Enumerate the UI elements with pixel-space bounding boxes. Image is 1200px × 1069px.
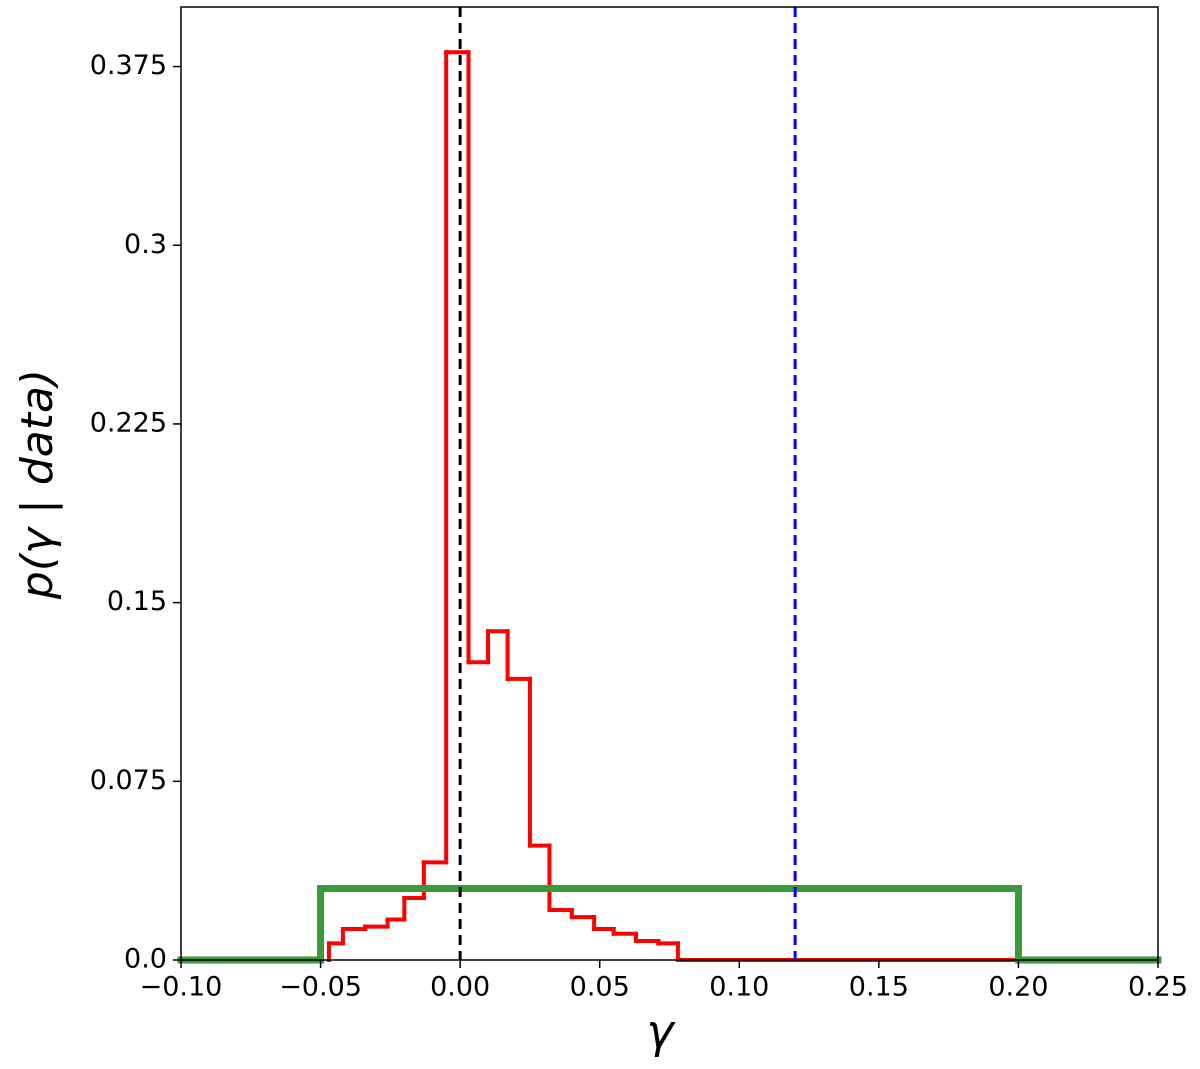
y-tick-label: 0.3 bbox=[124, 229, 167, 260]
y-axis-label: p(γ | data) bbox=[12, 369, 63, 600]
plot-frame bbox=[180, 6, 1159, 961]
x-tick-label: −0.05 bbox=[279, 972, 362, 1003]
x-tick-label: 0.15 bbox=[849, 972, 909, 1003]
y-tick-label: 0.075 bbox=[90, 765, 167, 796]
x-tick-label: 0.10 bbox=[709, 972, 769, 1003]
y-tick-label: 0.0 bbox=[124, 944, 167, 975]
y-tick-label: 0.15 bbox=[107, 586, 167, 617]
x-tick-label: 0.20 bbox=[988, 972, 1048, 1003]
y-tick-label: 0.375 bbox=[90, 50, 167, 81]
x-axis-label: γ bbox=[646, 1005, 676, 1059]
x-tick-label: 0.05 bbox=[570, 972, 630, 1003]
x-tick-label: −0.10 bbox=[140, 972, 223, 1003]
y-tick-label: 0.225 bbox=[90, 407, 167, 438]
x-tick-label: 0.25 bbox=[1128, 972, 1188, 1003]
x-tick-label: 0.00 bbox=[430, 972, 490, 1003]
